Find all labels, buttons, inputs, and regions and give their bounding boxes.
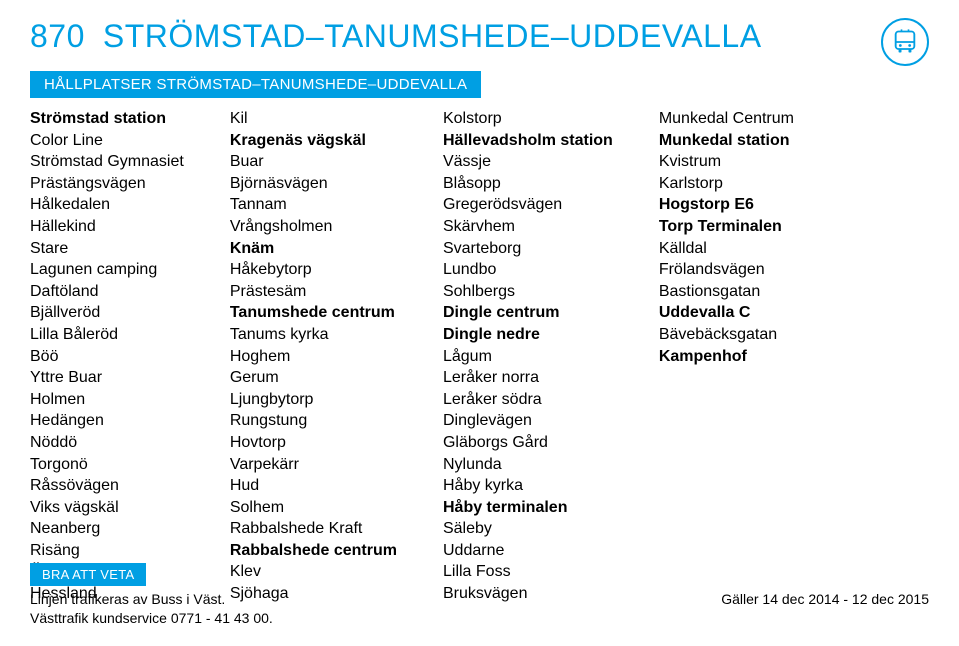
stop-item: Prästängsvägen	[30, 173, 184, 195]
stop-item: Uddarne	[443, 540, 613, 562]
footer: BRA ATT VETA Linjen trafikeras av Buss i…	[30, 563, 929, 628]
stop-item: Gerum	[230, 367, 397, 389]
stop-item: Knäm	[230, 238, 397, 260]
stops-column-1: KilKragenäs vägskälBuarBjörnäsvägenTanna…	[230, 108, 397, 605]
stop-item: Rungstung	[230, 410, 397, 432]
bus-icon	[881, 18, 929, 66]
stop-item: Munkedal station	[659, 130, 794, 152]
footer-bar-label: BRA ATT VETA	[30, 563, 146, 586]
stop-item: Vässje	[443, 151, 613, 173]
stop-item: Hud	[230, 475, 397, 497]
stops-columns: Strömstad stationColor LineStrömstad Gym…	[0, 108, 959, 605]
stop-item: Strömstad Gymnasiet	[30, 151, 184, 173]
stop-item: Tannam	[230, 194, 397, 216]
stop-item: Buar	[230, 151, 397, 173]
footer-validity: Gäller 14 dec 2014 - 12 dec 2015	[721, 590, 929, 609]
subheader-text: HÅLLPLATSER STRÖMSTAD–TANUMSHEDE–UDDEVAL…	[30, 71, 481, 98]
stop-item: Bastionsgatan	[659, 281, 794, 303]
stop-item: Hogstorp E6	[659, 194, 794, 216]
stop-item: Dingle centrum	[443, 302, 613, 324]
stop-item: Hålkedalen	[30, 194, 184, 216]
stop-item: Rabbalshede Kraft	[230, 518, 397, 540]
stop-item: Leråker norra	[443, 367, 613, 389]
stop-item: Dinglevägen	[443, 410, 613, 432]
stop-item: Skärvhem	[443, 216, 613, 238]
stop-item: Rabbalshede centrum	[230, 540, 397, 562]
stop-item: Hoghem	[230, 346, 397, 368]
stop-item: Ljungbytorp	[230, 389, 397, 411]
stop-item: Lundbo	[443, 259, 613, 281]
stop-item: Nylunda	[443, 454, 613, 476]
stop-item: Karlstorp	[659, 173, 794, 195]
stop-item: Viks vägskäl	[30, 497, 184, 519]
stop-item: Hällevadsholm station	[443, 130, 613, 152]
stop-item: Kil	[230, 108, 397, 130]
stop-item: Risäng	[30, 540, 184, 562]
stop-item: Blåsopp	[443, 173, 613, 195]
stop-item: Dingle nedre	[443, 324, 613, 346]
stops-column-2: KolstorpHällevadsholm stationVässjeBlåso…	[443, 108, 613, 605]
stop-item: Kolstorp	[443, 108, 613, 130]
stop-item: Håkebytorp	[230, 259, 397, 281]
stops-column-0: Strömstad stationColor LineStrömstad Gym…	[30, 108, 184, 605]
stop-item: Leråker södra	[443, 389, 613, 411]
stop-item: Torp Terminalen	[659, 216, 794, 238]
stop-item: Sohlbergs	[443, 281, 613, 303]
stop-item: Gläborgs Gård	[443, 432, 613, 454]
stop-item: Säleby	[443, 518, 613, 540]
stop-item: Råssövägen	[30, 475, 184, 497]
stop-item: Torgonö	[30, 454, 184, 476]
stop-item: Stare	[30, 238, 184, 260]
stop-item: Håby terminalen	[443, 497, 613, 519]
stop-item: Bjällveröd	[30, 302, 184, 324]
stop-item: Kvistrum	[659, 151, 794, 173]
stop-item: Kragenäs vägskäl	[230, 130, 397, 152]
stop-item: Lågum	[443, 346, 613, 368]
stop-item: Frölandsvägen	[659, 259, 794, 281]
stop-item: Håby kyrka	[443, 475, 613, 497]
stop-item: Vrångsholmen	[230, 216, 397, 238]
stop-item: Color Line	[30, 130, 184, 152]
stop-item: Hällekind	[30, 216, 184, 238]
stop-item: Daftöland	[30, 281, 184, 303]
footer-service: Västtrafik kundservice 0771 - 41 43 00.	[30, 609, 929, 628]
header: 870 STRÖMSTAD–TANUMSHEDE–UDDEVALLA	[0, 0, 959, 65]
stop-item: Prästesäm	[230, 281, 397, 303]
stop-item: Holmen	[30, 389, 184, 411]
stop-item: Hedängen	[30, 410, 184, 432]
stop-item: Gregerödsvägen	[443, 194, 613, 216]
footer-operator: Linjen trafikeras av Buss i Väst.	[30, 590, 225, 609]
stop-item: Tanums kyrka	[230, 324, 397, 346]
stop-item: Björnäsvägen	[230, 173, 397, 195]
subheader-bar: HÅLLPLATSER STRÖMSTAD–TANUMSHEDE–UDDEVAL…	[0, 65, 959, 108]
stop-item: Källdal	[659, 238, 794, 260]
stop-item: Kampenhof	[659, 346, 794, 368]
stop-item: Lilla Båleröd	[30, 324, 184, 346]
stop-item: Lagunen camping	[30, 259, 184, 281]
stop-item: Hovtorp	[230, 432, 397, 454]
stop-item: Uddevalla C	[659, 302, 794, 324]
stop-item: Böö	[30, 346, 184, 368]
stop-item: Neanberg	[30, 518, 184, 540]
stop-item: Varpekärr	[230, 454, 397, 476]
stop-item: Svarteborg	[443, 238, 613, 260]
stop-item: Munkedal Centrum	[659, 108, 794, 130]
route-title: STRÖMSTAD–TANUMSHEDE–UDDEVALLA	[103, 18, 762, 55]
stop-item: Solhem	[230, 497, 397, 519]
stop-item: Strömstad station	[30, 108, 184, 130]
stop-item: Nöddö	[30, 432, 184, 454]
stop-item: Bävebäcksgatan	[659, 324, 794, 346]
stop-item: Yttre Buar	[30, 367, 184, 389]
stops-column-3: Munkedal CentrumMunkedal stationKvistrum…	[659, 108, 794, 605]
stop-item: Tanumshede centrum	[230, 302, 397, 324]
route-number: 870	[30, 18, 85, 55]
